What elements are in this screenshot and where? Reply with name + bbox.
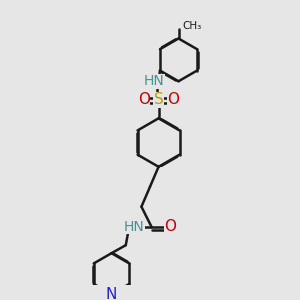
Text: O: O: [167, 92, 179, 107]
Text: O: O: [164, 219, 176, 234]
Text: S: S: [154, 92, 164, 107]
Text: HN: HN: [124, 220, 145, 234]
Text: N: N: [106, 287, 117, 300]
Text: CH₃: CH₃: [182, 21, 201, 31]
Text: O: O: [138, 92, 150, 107]
Text: HN: HN: [144, 74, 165, 88]
